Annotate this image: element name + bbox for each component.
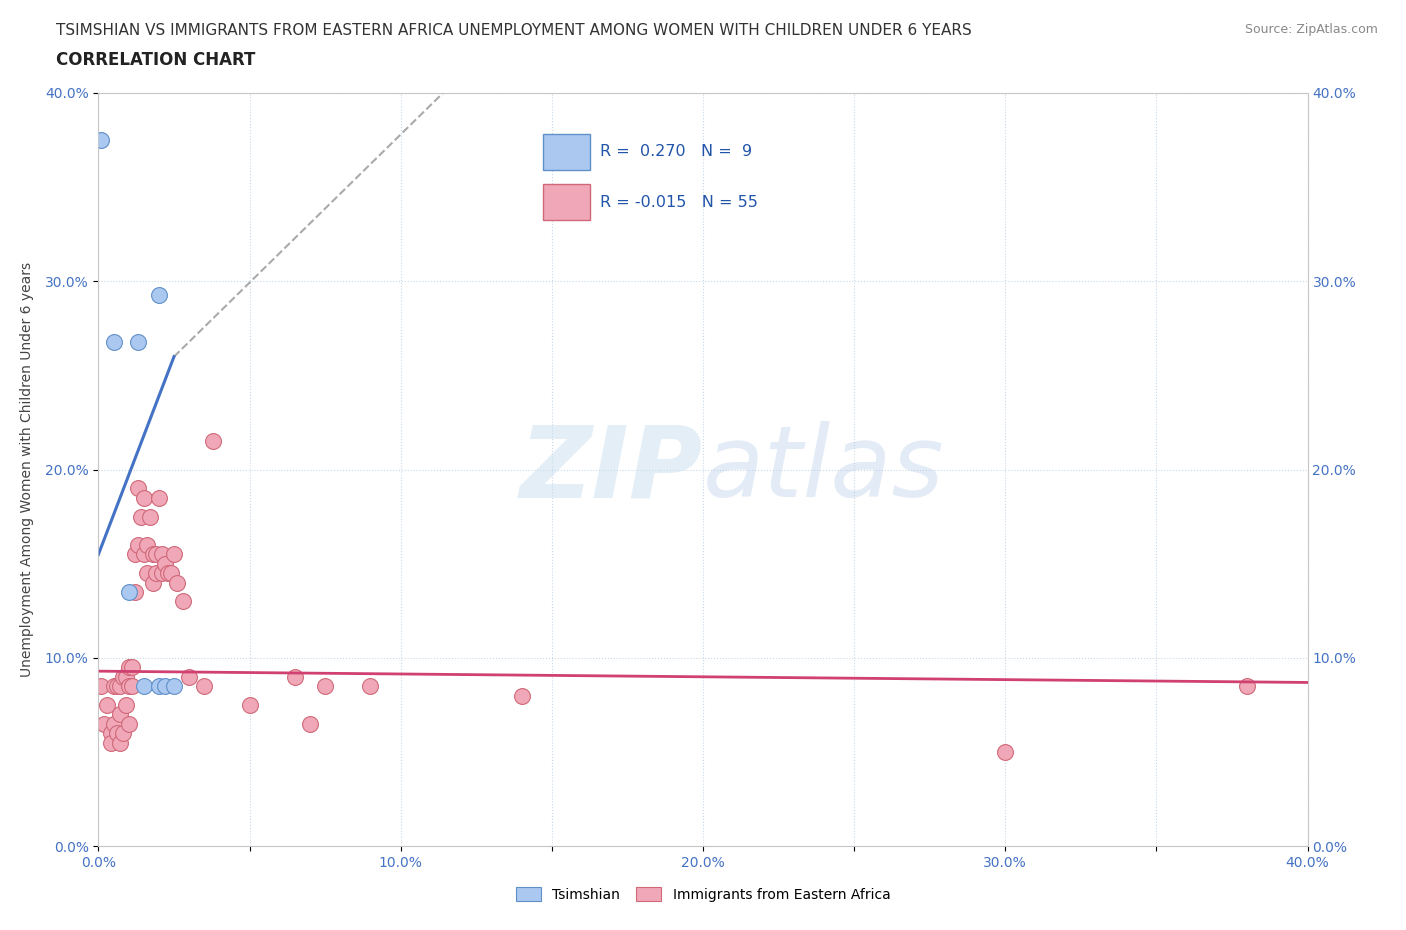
Point xyxy=(314,679,336,694)
Y-axis label: Unemployment Among Women with Children Under 6 years: Unemployment Among Women with Children U… xyxy=(20,262,34,677)
Point xyxy=(166,575,188,591)
Point xyxy=(994,745,1017,760)
Point xyxy=(124,547,146,562)
Point xyxy=(172,594,194,609)
Point xyxy=(118,716,141,731)
Point xyxy=(90,133,112,148)
Point xyxy=(118,679,141,694)
Point xyxy=(150,547,173,562)
Point xyxy=(510,688,533,703)
Point xyxy=(150,565,173,580)
Point xyxy=(111,670,134,684)
Point xyxy=(360,679,382,694)
Point xyxy=(132,490,155,505)
Legend: Tsimshian, Immigrants from Eastern Africa: Tsimshian, Immigrants from Eastern Afric… xyxy=(510,882,896,907)
Point xyxy=(111,726,134,741)
Point xyxy=(142,547,165,562)
Point xyxy=(160,565,183,580)
Text: CORRELATION CHART: CORRELATION CHART xyxy=(56,51,256,69)
Point xyxy=(100,726,122,741)
Point xyxy=(108,707,131,722)
Point xyxy=(93,716,115,731)
Point xyxy=(118,585,141,600)
Point xyxy=(1236,679,1258,694)
Point xyxy=(135,538,157,552)
Point xyxy=(239,698,262,712)
Point xyxy=(121,660,143,675)
Point xyxy=(100,736,122,751)
Point xyxy=(148,287,170,302)
Point xyxy=(114,670,136,684)
Point xyxy=(148,490,170,505)
Point xyxy=(127,538,149,552)
Point xyxy=(163,679,186,694)
Point xyxy=(103,334,125,349)
Point xyxy=(127,334,149,349)
Text: TSIMSHIAN VS IMMIGRANTS FROM EASTERN AFRICA UNEMPLOYMENT AMONG WOMEN WITH CHILDR: TSIMSHIAN VS IMMIGRANTS FROM EASTERN AFR… xyxy=(56,23,972,38)
Point xyxy=(299,716,322,731)
Point xyxy=(139,510,162,525)
Point xyxy=(105,679,128,694)
Point xyxy=(145,565,167,580)
Point xyxy=(153,556,176,571)
Point xyxy=(121,679,143,694)
Point xyxy=(108,736,131,751)
Point xyxy=(96,698,118,712)
Point xyxy=(108,679,131,694)
Point xyxy=(103,716,125,731)
Point xyxy=(148,679,170,694)
Point xyxy=(284,670,307,684)
Point xyxy=(179,670,201,684)
Point xyxy=(105,726,128,741)
Point xyxy=(193,679,215,694)
Point xyxy=(124,585,146,600)
Text: atlas: atlas xyxy=(703,421,945,518)
Text: ZIP: ZIP xyxy=(520,421,703,518)
Text: Source: ZipAtlas.com: Source: ZipAtlas.com xyxy=(1244,23,1378,36)
Point xyxy=(135,565,157,580)
Point xyxy=(129,510,152,525)
Point xyxy=(90,679,112,694)
Point xyxy=(114,698,136,712)
Point xyxy=(145,547,167,562)
Point xyxy=(127,481,149,496)
Point xyxy=(153,679,176,694)
Point xyxy=(156,565,179,580)
Point xyxy=(202,434,225,449)
Point xyxy=(103,679,125,694)
Point xyxy=(142,575,165,591)
Point xyxy=(132,547,155,562)
Point xyxy=(118,660,141,675)
Point xyxy=(163,547,186,562)
Point xyxy=(132,679,155,694)
